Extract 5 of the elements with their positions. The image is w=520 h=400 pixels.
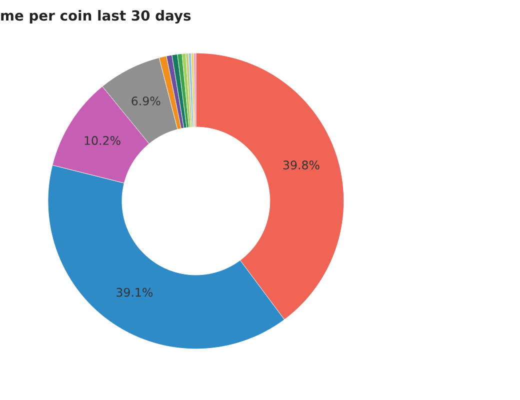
data-label: 39.8% bbox=[283, 160, 320, 170]
data-label: 10.2% bbox=[84, 136, 120, 145]
chart-title: me per coin last 30 days bbox=[1, 10, 191, 24]
data-label: 39.1% bbox=[116, 288, 153, 297]
data-label: 6.9% bbox=[132, 96, 160, 106]
